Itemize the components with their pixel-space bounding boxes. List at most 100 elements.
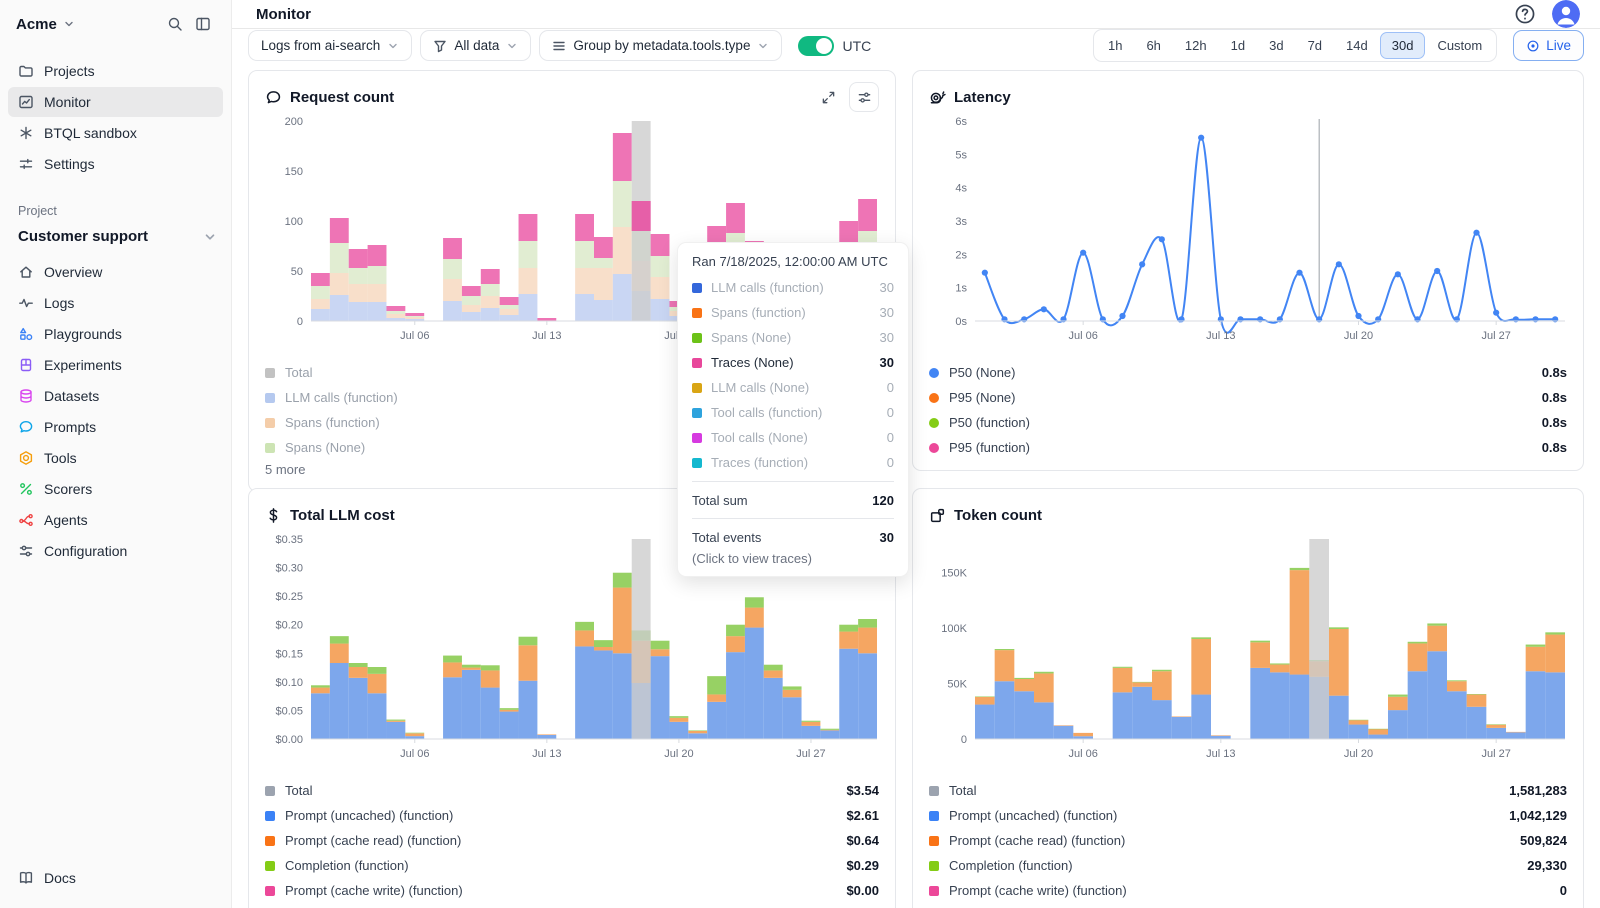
series-swatch xyxy=(929,367,939,378)
series-swatch xyxy=(692,332,702,343)
chart-line-icon xyxy=(18,94,34,110)
legend-item-llm-calls-function[interactable]: LLM calls (function) xyxy=(265,385,879,410)
legend-item-prompt-cache-read-function[interactable]: Prompt (cache read) (function) $0.64 xyxy=(265,828,879,853)
group-by-dropdown[interactable]: Group by metadata.tools.type xyxy=(539,30,783,61)
data-filter-dropdown[interactable]: All data xyxy=(420,30,532,61)
total-llm-cost-chart[interactable]: $0.00 $0.05 $0.10 $0.15 $0.20 $0.25 $0.30 $0.35… xyxy=(265,531,881,769)
legend-item-prompt-cache-write-function[interactable]: Prompt (cache write) (function) 0 xyxy=(929,878,1567,903)
expand-button[interactable] xyxy=(815,84,841,110)
series-swatch xyxy=(929,835,939,846)
legend-item-prompt-cache-write-function[interactable]: Prompt (cache write) (function) $0.00 xyxy=(265,878,879,903)
sidebar-item-configuration[interactable]: Configuration xyxy=(8,536,223,566)
search-button[interactable] xyxy=(161,10,189,38)
svg-text:100K: 100K xyxy=(941,623,967,635)
legend-item-completion-function[interactable]: Completion (function) $0.29 xyxy=(265,853,879,878)
legend-more-link[interactable]: 5 more xyxy=(265,462,306,477)
legend-label: Prompt (cache write) (function) xyxy=(949,883,1127,898)
legend-item-total[interactable]: Total xyxy=(265,360,879,385)
legend-item-total[interactable]: Total 1,581,283 xyxy=(929,778,1567,803)
token-count-chart[interactable]: 0 50K 100K 150K Jul 06 Jul 13 Jul 20 Jul 27 xyxy=(929,531,1569,769)
legend-item-completion-function[interactable]: Completion (function) 29,330 xyxy=(929,853,1567,878)
legend-item-prompt-uncached-function[interactable]: Prompt (uncached) (function) 1,042,129 xyxy=(929,803,1567,828)
user-icon xyxy=(1552,0,1580,28)
legend-value: 29,330 xyxy=(1527,858,1567,873)
time-range-1d[interactable]: 1d xyxy=(1230,38,1246,53)
avatar[interactable] xyxy=(1552,0,1580,28)
utc-toggle[interactable] xyxy=(798,35,835,56)
chart-settings-button[interactable] xyxy=(849,82,879,112)
sidebar-item-docs[interactable]: Docs xyxy=(8,863,223,893)
home-icon xyxy=(18,264,34,280)
sidebar-item-datasets[interactable]: Datasets xyxy=(8,381,223,411)
time-range-6h[interactable]: 6h xyxy=(1146,38,1161,53)
legend-value: $0.64 xyxy=(846,833,879,848)
legend-label: P95 (function) xyxy=(949,440,1030,455)
series-swatch xyxy=(929,392,939,403)
tooltip-row-label: LLM calls (None) xyxy=(711,380,810,395)
sidebar-item-logs[interactable]: Logs xyxy=(8,288,223,318)
sidebar-item-scorers[interactable]: Scorers xyxy=(8,474,223,504)
svg-text:Jul 20: Jul 20 xyxy=(1344,748,1373,760)
legend-value: 0.8s xyxy=(1541,440,1567,455)
token-count-legend: Total 1,581,283 Prompt (uncached) (functio… xyxy=(929,774,1567,903)
svg-text:$0.20: $0.20 xyxy=(275,620,303,632)
time-range-1h[interactable]: 1h xyxy=(1107,38,1123,53)
legend-item-spans-function[interactable]: Spans (function) xyxy=(265,410,879,435)
series-swatch xyxy=(692,432,702,443)
sidebar-item-label: Scorers xyxy=(44,481,93,497)
sidebar-item-btql-sandbox[interactable]: BTQL sandbox xyxy=(8,118,223,148)
time-range-3d[interactable]: 3d xyxy=(1269,38,1284,53)
legend-label: Prompt (uncached) (function) xyxy=(949,808,1118,823)
project-switcher[interactable]: Customer support xyxy=(0,224,231,255)
svg-text:Jul 06: Jul 06 xyxy=(400,330,429,342)
sidebar-item-agents[interactable]: Agents xyxy=(8,505,223,535)
latency-card: Latency 0s 1s 2s 3s 4s 5s 6s Jul 06 Jul 13 Jul 20… xyxy=(912,70,1584,471)
sidebar-item-experiments[interactable]: Experiments xyxy=(8,350,223,380)
time-range-14d[interactable]: 14d xyxy=(1346,38,1368,53)
tooltip-row: Traces (None) 30 xyxy=(692,350,894,375)
live-label: Live xyxy=(1546,38,1571,53)
time-range-30d[interactable]: 30d xyxy=(1379,32,1426,59)
legend-item-total[interactable]: Total $3.54 xyxy=(265,778,879,803)
sidebar-toggle-button[interactable] xyxy=(189,10,217,38)
help-button[interactable] xyxy=(1514,1,1540,27)
series-swatch xyxy=(929,860,939,871)
legend-value: 0.8s xyxy=(1541,390,1567,405)
sidebar-item-settings[interactable]: Settings xyxy=(8,149,223,179)
legend-item-p50-function[interactable]: P50 (function) 0.8s xyxy=(929,410,1567,435)
sidebar-item-overview[interactable]: Overview xyxy=(8,257,223,287)
tooltip-row-value: 0 xyxy=(886,405,894,420)
sidebar-item-monitor[interactable]: Monitor xyxy=(8,87,223,117)
svg-text:Jul 06: Jul 06 xyxy=(400,748,429,760)
live-button[interactable]: Live xyxy=(1513,30,1584,61)
database-icon xyxy=(18,388,34,404)
series-swatch xyxy=(265,810,275,821)
legend-item-prompt-uncached-function[interactable]: Prompt (uncached) (function) $2.61 xyxy=(265,803,879,828)
latency-chart[interactable]: 0s 1s 2s 3s 4s 5s 6s Jul 06 Jul 13 Jul 20 Jul 27 xyxy=(929,113,1569,351)
tooltip-row-value: 0 xyxy=(886,430,894,445)
legend-item-spans-none[interactable]: Spans (None) xyxy=(265,435,879,460)
org-switcher[interactable]: Acme xyxy=(16,16,75,33)
svg-text:Jul 13: Jul 13 xyxy=(532,748,561,760)
source-filter-dropdown[interactable]: Logs from ai-search xyxy=(248,30,413,61)
sidebar-item-prompts[interactable]: Prompts xyxy=(8,412,223,442)
sidebar: Acme Projects Monitor BTQL sandbox Settings… xyxy=(0,0,232,908)
legend-item-p95-function[interactable]: P95 (function) 0.8s xyxy=(929,435,1567,460)
sidebar-item-projects[interactable]: Projects xyxy=(8,56,223,86)
tooltip-row-label: Spans (None) xyxy=(711,330,792,345)
charts-grid: Request count 0 50 100 150 200 Jul 06 Jul 13 Ju… xyxy=(232,62,1600,908)
svg-text:50K: 50K xyxy=(947,678,967,690)
time-range-custom[interactable]: Custom xyxy=(1437,38,1483,53)
sidebar-item-label: BTQL sandbox xyxy=(44,125,137,141)
time-range-7d[interactable]: 7d xyxy=(1307,38,1323,53)
legend-item-p50-none[interactable]: P50 (None) 0.8s xyxy=(929,360,1567,385)
legend-item-p95-none[interactable]: P95 (None) 0.8s xyxy=(929,385,1567,410)
legend-item-prompt-cache-read-function[interactable]: Prompt (cache read) (function) 509,824 xyxy=(929,828,1567,853)
sidebar-item-playgrounds[interactable]: Playgrounds xyxy=(8,319,223,349)
sidebar-item-tools[interactable]: Tools xyxy=(8,443,223,473)
tooltip-row-label: LLM calls (function) xyxy=(711,280,824,295)
time-range-12h[interactable]: 12h xyxy=(1184,38,1207,53)
svg-text:Jul 13: Jul 13 xyxy=(1206,330,1235,342)
svg-text:4s: 4s xyxy=(955,183,967,195)
filter-bar: Logs from ai-search All data Group by me… xyxy=(232,29,1600,62)
